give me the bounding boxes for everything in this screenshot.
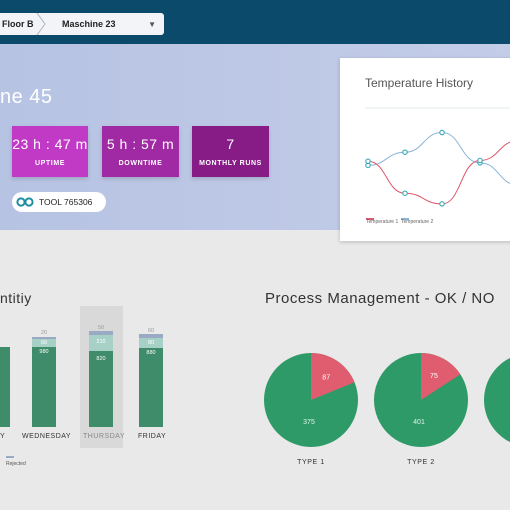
bar-friday-top-label: 60	[147, 328, 155, 334]
day-label-friday: FRIDAY	[138, 433, 167, 440]
temperature-2-line-point[interactable]	[477, 157, 483, 164]
bar-wednesday-top-label: 20	[40, 330, 48, 336]
breadcrumb-floor[interactable]: Floor B	[0, 13, 46, 35]
chevron-right-icon	[36, 13, 46, 35]
bar-friday-rejected-label: 80	[147, 340, 155, 346]
uptime-card: 23 h : 47 m UPTIME	[12, 126, 88, 177]
bar-wednesday-ok-label: 980	[39, 349, 49, 355]
bar-thursday-rejected-label: 210	[96, 339, 106, 345]
legend-temperature-1-swatch	[366, 218, 374, 220]
legend-temperature-2-label: Temperature 2	[401, 219, 434, 225]
link-icon	[16, 197, 34, 207]
machine-title: ne 45	[0, 86, 53, 108]
breadcrumb: Floor B Maschine 23 ▼	[0, 13, 164, 35]
temperature-1-line-point[interactable]	[439, 129, 445, 136]
monthly-runs-card: 7 MONTHLY RUNS	[192, 126, 269, 177]
bar-wednesday-rejected-label: 60	[40, 340, 48, 346]
pie-nok-slice[interactable]	[421, 353, 461, 400]
pie-ok-value: 401	[413, 419, 425, 426]
caret-down-icon: ▼	[148, 19, 156, 29]
temperature-2-line-point[interactable]	[439, 201, 445, 207]
tool-chip-label: TOOL 765306	[39, 197, 93, 207]
bar-thursday-ok[interactable]	[89, 351, 113, 427]
bar-friday-ok[interactable]	[139, 348, 163, 427]
downtime-card: 5 h : 57 m DOWNTIME	[102, 126, 179, 177]
temperature-1-line-point[interactable]	[402, 149, 408, 155]
bar-thursday-top-label: 50	[97, 325, 105, 331]
monthly-runs-label: MONTHLY RUNS	[199, 160, 262, 167]
legend-temperature-2: Temperature 2	[401, 219, 433, 225]
legend-temperature-2-swatch	[401, 218, 409, 220]
bar-friday-rejected[interactable]	[139, 338, 163, 348]
day-label-tuesday: Y	[0, 433, 6, 440]
pie-nok-value: 75	[430, 373, 438, 380]
bar-thursday-ok-label: 820	[96, 356, 106, 362]
pie-label-type-1: TYPE 1	[297, 459, 325, 466]
downtime-label: DOWNTIME	[118, 160, 163, 167]
bar-tuesday[interactable]	[0, 347, 10, 427]
bar-friday-top	[139, 334, 163, 338]
temperature-history-card: Temperature History	[340, 58, 510, 241]
day-label-thursday: THURSDAY	[83, 433, 125, 440]
quantity-title: ntitiy	[0, 290, 32, 306]
uptime-value: 23 h : 47 m	[12, 136, 88, 152]
temperature-2-line-point[interactable]	[365, 158, 371, 165]
bar-friday-ok-label: 880	[146, 350, 156, 356]
top-bar: Floor B Maschine 23 ▼	[0, 0, 510, 44]
legend-rejected-label: Rejected	[6, 461, 26, 467]
monthly-runs-value: 7	[226, 136, 235, 152]
pie-2[interactable]: 75 401	[374, 353, 468, 447]
tool-chip[interactable]: TOOL 765306	[12, 192, 106, 212]
process-management-title: Process Management - OK / NO	[265, 290, 495, 307]
bar-thursday-rejected[interactable]	[89, 335, 113, 351]
bar-thursday-top	[89, 331, 113, 335]
bar-wednesday-top	[32, 337, 56, 339]
legend-temperature-1-label: Temperature 1	[366, 219, 399, 225]
bar-wednesday-rejected[interactable]	[32, 339, 56, 347]
pie-3[interactable]	[484, 353, 510, 447]
uptime-label: UPTIME	[34, 160, 66, 167]
pie-nok-slice[interactable]	[311, 353, 355, 400]
legend-temperature-1: Temperature 1	[366, 219, 398, 225]
pie-1[interactable]: 87 375	[264, 353, 358, 447]
pie-nok-value: 87	[322, 374, 330, 381]
downtime-value: 5 h : 57 m	[106, 136, 175, 152]
pie-label-type-2: TYPE 2	[407, 459, 435, 466]
legend-rejected-swatch	[6, 456, 14, 458]
machine-select-value: Maschine 23	[62, 19, 116, 29]
machine-select[interactable]: Maschine 23 ▼	[44, 19, 164, 29]
day-label-wednesday: WEDNESDAY	[22, 433, 72, 440]
pie-ok-value: 375	[303, 419, 315, 426]
temperature-2-line-point[interactable]	[402, 190, 408, 196]
temperature-history-chart	[365, 107, 510, 220]
pie-ok-slice[interactable]	[484, 353, 510, 447]
bar-wednesday-ok[interactable]	[32, 347, 56, 427]
temperature-history-title: Temperature History	[365, 76, 474, 90]
breadcrumb-floor-label: Floor B	[2, 19, 34, 29]
